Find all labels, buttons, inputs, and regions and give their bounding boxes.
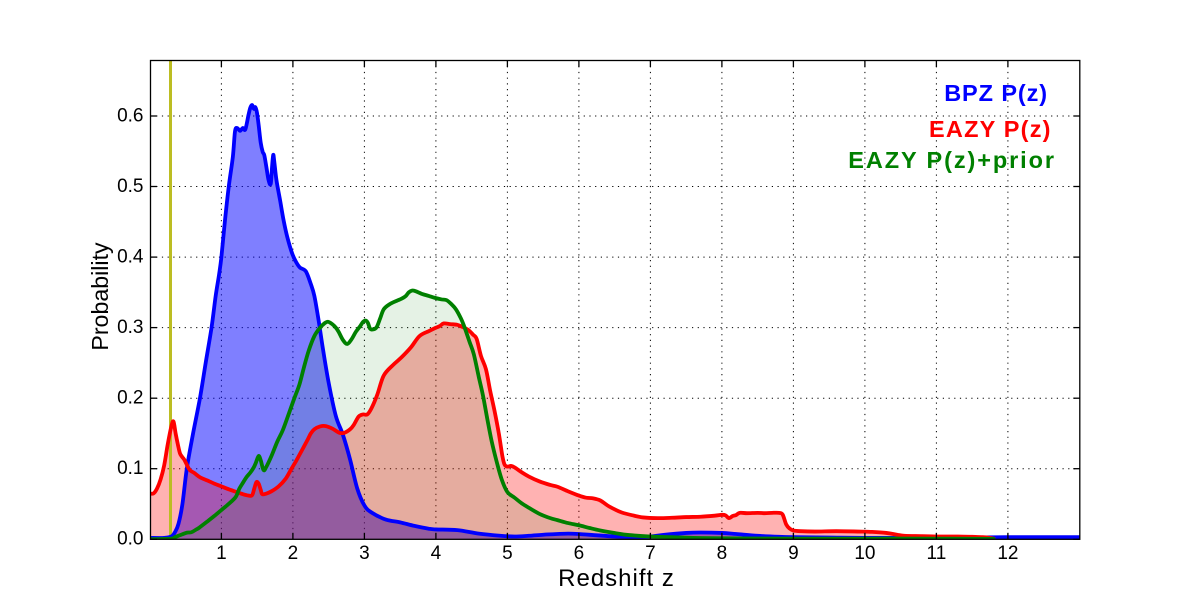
svg-text:BPZ P(z): BPZ P(z) — [944, 80, 1048, 106]
svg-text:1: 1 — [216, 543, 227, 564]
svg-text:7: 7 — [645, 543, 656, 564]
svg-text:9: 9 — [788, 543, 799, 564]
svg-text:Probability: Probability — [87, 242, 113, 351]
svg-text:0.0: 0.0 — [117, 529, 143, 550]
svg-text:3: 3 — [359, 543, 370, 564]
svg-text:0.3: 0.3 — [117, 317, 143, 338]
svg-text:12: 12 — [997, 543, 1018, 564]
svg-text:11: 11 — [927, 543, 947, 564]
svg-text:2: 2 — [288, 543, 299, 564]
svg-text:0.4: 0.4 — [117, 246, 144, 267]
svg-text:10: 10 — [854, 543, 875, 564]
svg-text:0.6: 0.6 — [117, 105, 143, 126]
svg-text:EAZY P(z)+prior: EAZY P(z)+prior — [848, 147, 1056, 173]
svg-text:0.2: 0.2 — [117, 388, 143, 409]
svg-text:0.5: 0.5 — [117, 176, 143, 197]
svg-text:8: 8 — [717, 543, 728, 564]
svg-text:5: 5 — [502, 543, 513, 564]
svg-text:EAZY P(z): EAZY P(z) — [929, 116, 1052, 142]
svg-text:0.1: 0.1 — [117, 458, 143, 479]
svg-text:4: 4 — [431, 543, 442, 564]
svg-text:6: 6 — [574, 543, 585, 564]
svg-text:Redshift z: Redshift z — [558, 565, 675, 592]
